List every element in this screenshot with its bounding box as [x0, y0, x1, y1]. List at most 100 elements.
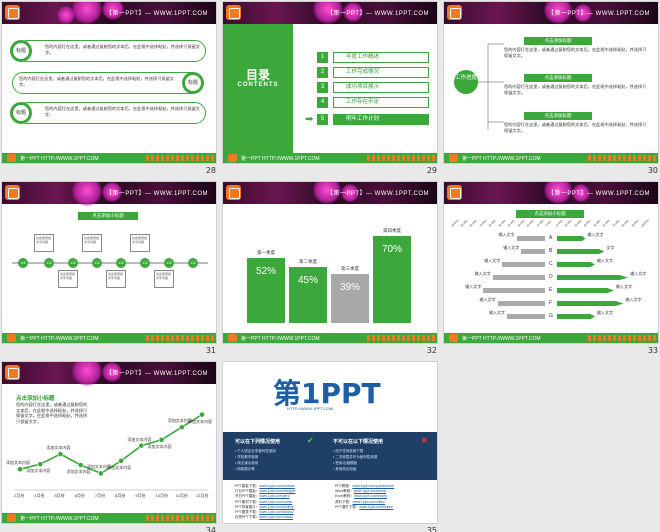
slide-number: 30 — [647, 166, 658, 175]
category-letter: C — [549, 261, 553, 267]
category-letter: F — [549, 300, 553, 306]
resource-link[interactable]: 资料下载：www.1ppt.com/ziliao/ — [335, 499, 386, 504]
content-row: 您的内容打在这里，或者通过复制您的文本后，在此框中选择粘贴，并选择只保留文字。 — [16, 40, 206, 62]
left-bar-B — [521, 249, 545, 254]
point-note: 添加文本内容 — [127, 436, 152, 442]
axis-tick-label: 0.00% — [545, 219, 553, 228]
slide-thumb-29[interactable]: 【第一PPT】— WWW.1PPT.COM 目录 CONTENTS 1 年度工作… — [223, 2, 437, 163]
bar-value-label: 70% — [381, 243, 402, 255]
slide-thumb-34[interactable]: 【第一PPT】— WWW.1PPT.COM 点击添加小标题 您的内容打在这里，或… — [2, 362, 216, 523]
slide-footer: 第一PPT HTTP://WWW.1PPT.COM — [223, 153, 437, 163]
slide-number: 35 — [426, 526, 437, 532]
category-letter: D — [549, 274, 553, 280]
left-bar-label: 输入文字 — [474, 271, 491, 276]
resource-link[interactable]: PPT图表下载：www.1ppt.com/tubiao/ — [235, 510, 294, 514]
check-icon: ✔ — [307, 436, 314, 445]
body-text: 您的内容打在这里，或者通过复制您的文本后，在此框中选择粘贴，并选择只保留文字。在… — [16, 402, 88, 424]
resource-link[interactable]: 优秀PPT下载：www.1ppt.com/xiazai/ — [235, 515, 293, 520]
right-bar-label: 输入文字 — [616, 284, 632, 289]
month-label: 7月份 — [94, 493, 106, 498]
1ppt-logo: 第1PPT — [273, 377, 381, 410]
right-bar-label: 输入文字 — [587, 232, 604, 237]
right-bar-A — [557, 236, 586, 241]
resource-link[interactable]: 行业PPT模板：www.1ppt.com/hangye/ — [235, 489, 296, 494]
slide-thumb-31[interactable]: 【第一PPT】— WWW.1PPT.COM 点击添加小标题 4.8 4.8 4.… — [2, 182, 216, 343]
category-letter: E — [549, 287, 553, 293]
axis-tick-label: 30.00% — [573, 219, 583, 228]
line-chart-svg — [14, 411, 208, 491]
axis-tick-label: 70.00% — [611, 219, 621, 228]
resource-link[interactable]: PPT教程：www.1ppt.com/powerpoint/ — [335, 484, 395, 488]
resource-link[interactable]: PPT模板下载：www.1ppt.com/moban/ — [235, 484, 295, 488]
contents-panel: 目录 CONTENTS — [223, 24, 293, 153]
content-row: 您的内容打在这里，或者通过复制您的文本后，在此框中选择粘贴，并选择只保留文字。 — [12, 72, 202, 94]
left-bar-G — [507, 314, 545, 319]
slide-footer: 第一PPT HTTP://WWW.1PPT.COM — [223, 333, 437, 343]
resource-link[interactable]: PPT素材下载：www.1ppt.com/sucai/ — [235, 499, 293, 504]
bar-value-label: 52% — [255, 266, 276, 277]
slide-footer: 第一PPT HTTP://WWW.1PPT.COM — [444, 333, 658, 343]
left-bar-label: 输入文字 — [489, 310, 505, 315]
point-note: 添加文本内容 — [188, 418, 212, 424]
month-label: 12月份 — [196, 493, 209, 498]
slide-number: 29 — [426, 166, 437, 175]
title-circle: 标题 — [10, 40, 32, 62]
left-bar-D — [492, 275, 545, 280]
contents-item[interactable]: 成功项目展示 — [333, 82, 429, 93]
contents-item[interactable]: 工作存在不足 — [333, 97, 429, 108]
slide-thumb-32[interactable]: 【第一PPT】— WWW.1PPT.COM 52% 第一季度 45% 第二季度 39% 第… — [223, 182, 437, 343]
right-bar-G — [557, 314, 595, 319]
resource-link[interactable]: 节日PPT模板：www.1ppt.com/jieri/ — [235, 494, 290, 499]
left-bar-E — [483, 288, 545, 293]
resource-link[interactable]: PPT背景图片：www.1ppt.com/beijing/ — [235, 504, 295, 509]
pencil-icon — [7, 334, 16, 342]
contents-title: 目录 — [245, 68, 270, 82]
left-bar-label: 输入文字 — [479, 297, 496, 302]
slide-thumb-30[interactable]: 【第一PPT】— WWW.1PPT.COM 工作进度 点击添加标题 您的内容打在… — [444, 2, 658, 163]
bar-category-label: 第二季度 — [299, 258, 317, 264]
title-circle: 标题 — [10, 102, 32, 124]
category-letter: G — [549, 313, 553, 319]
title-box: 点击添加标题 — [524, 112, 592, 120]
right-bar-label: 输入文字 — [597, 310, 613, 315]
resource-link[interactable]: Excel教程：www.1ppt.com/excel/ — [335, 494, 387, 499]
slide-thumb-35[interactable]: 第1PPT HTTP://WWW.1PPT.COM 可以在下列情况使用 ✔ 不可… — [223, 362, 437, 523]
slide-thumb-33[interactable]: 【第一PPT】— WWW.1PPT.COM 点击添加小标题 100.00% 90.… — [444, 182, 658, 343]
axis-tick-label: 90.00% — [630, 219, 640, 228]
contents-item-active[interactable]: 明年工作计划 — [333, 114, 429, 125]
axis-tick-label: 90.00% — [459, 219, 469, 228]
link-list: PPT模板下载：www.1ppt.com/moban/行业PPT模板：www.1… — [223, 480, 437, 523]
right-bar-label: 输入文字 — [597, 258, 613, 263]
subtitle-box: 点击添加小标题 — [516, 210, 584, 218]
slide-thumb-28[interactable]: 【第一PPT】— WWW.1PPT.COM 您的内容打在这里，或者通过复制您的文… — [2, 2, 216, 163]
ppt-logo-icon — [5, 365, 20, 380]
point-note: 添加文本内容 — [46, 445, 71, 451]
chart-subtitle: 点击添加小标题 — [16, 396, 55, 402]
bar-2: 45% 第二季度 — [289, 259, 327, 323]
axis-tick-label: 50.00% — [592, 219, 602, 228]
right-bar-C — [557, 262, 595, 267]
title-circle: 标题 — [182, 72, 204, 94]
ppt-logo-icon — [5, 185, 20, 200]
ppt-logo-icon — [447, 185, 462, 200]
slide-footer: 第一PPT HTTP://WWW.1PPT.COM — [2, 153, 216, 163]
resource-link[interactable]: PPT课件下载：www.1ppt.com/kejian/ — [335, 504, 394, 509]
resource-link[interactable]: Word教程：www.1ppt.com/word/ — [335, 489, 387, 494]
point-note: 添加文本内容 — [26, 468, 51, 474]
slide-header: 【第一PPT】— WWW.1PPT.COM — [2, 362, 216, 386]
contents-item[interactable]: 工作完成情况 — [333, 67, 429, 78]
left-bar-label: 输入文字 — [503, 245, 520, 250]
pencil-icon — [449, 154, 458, 162]
data-point-3 — [57, 451, 64, 457]
pencil-icon — [228, 154, 237, 162]
axis-tick-label: 10.00% — [554, 219, 564, 228]
ppt-logo-icon — [447, 5, 462, 20]
series-line — [19, 413, 203, 475]
axis-tick-label: 40.00% — [583, 219, 592, 228]
slide-number: 32 — [426, 346, 437, 355]
axis-tick-label: 100.00% — [450, 218, 460, 229]
bar-3: 39% 第三季度 — [331, 266, 369, 323]
content-row: 您的内容打在这里，或者通过复制您的文本后，在此框中选择粘贴，并选择只保留文字。 — [16, 102, 206, 124]
ppt-logo-icon — [226, 5, 241, 20]
contents-item[interactable]: 年度工作概述 — [333, 52, 429, 63]
